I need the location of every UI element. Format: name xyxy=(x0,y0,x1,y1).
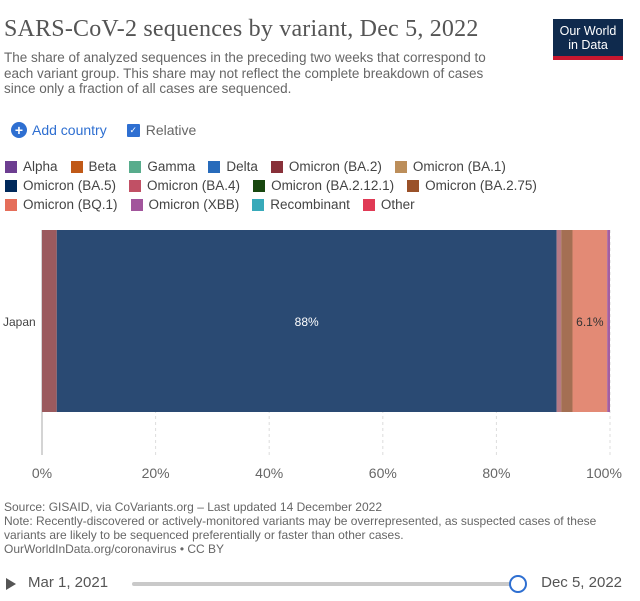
x-tick-label: 20% xyxy=(142,465,170,481)
legend-item[interactable]: Other xyxy=(362,195,415,214)
x-tick-label: 0% xyxy=(32,465,52,481)
relative-label: Relative xyxy=(145,122,197,138)
legend-swatch xyxy=(407,179,420,192)
bar-segment xyxy=(42,230,57,412)
add-country-button[interactable]: + Add country xyxy=(11,122,107,138)
legend-item[interactable]: Omicron (BA.5) xyxy=(5,176,116,195)
x-tick-label: 40% xyxy=(255,465,283,481)
logo-line-1: Our World xyxy=(559,24,617,38)
legend-label: Recombinant xyxy=(270,197,350,212)
legend-item[interactable]: Omicron (BA.4) xyxy=(129,176,240,195)
note-text: Note: Recently-discovered or actively-mo… xyxy=(4,514,597,542)
bar-segment xyxy=(572,230,608,412)
timeline-start-date: Mar 1, 2021 xyxy=(28,574,109,591)
legend-label: Omicron (BA.4) xyxy=(147,178,241,193)
legend-label: Omicron (BA.2.12.1) xyxy=(271,178,395,193)
bar-segment xyxy=(556,230,562,412)
legend-swatch xyxy=(129,160,142,173)
timeline-handle[interactable] xyxy=(509,575,527,593)
legend-item[interactable]: Recombinant xyxy=(252,195,350,214)
legend-swatch xyxy=(208,160,221,173)
legend-label: Alpha xyxy=(23,159,58,174)
chart-subtitle: The share of analyzed sequences in the p… xyxy=(4,50,486,96)
relative-toggle[interactable]: ✓ Relative xyxy=(126,122,197,138)
legend-item[interactable]: Beta xyxy=(70,157,117,176)
legend-swatch xyxy=(5,179,17,192)
legend-swatch xyxy=(362,198,375,211)
legend-item[interactable]: Alpha xyxy=(5,157,58,176)
legend-label: Omicron (BA.5) xyxy=(23,178,117,193)
legend-swatch xyxy=(253,179,266,192)
add-country-label: Add country xyxy=(32,122,107,138)
x-tick-label: 60% xyxy=(369,465,397,481)
legend-swatch xyxy=(130,198,143,211)
legend-swatch xyxy=(5,198,17,211)
legend-label: Other xyxy=(380,197,415,212)
legend: Alpha Beta Gamma Delta Omicron (BA.2) Omicron… xyxy=(5,157,630,214)
timeline-end-date: Dec 5, 2022 xyxy=(541,574,622,591)
chart-plot: 0% 20% 40% 60% 80% 100% Japan 88% 6.1% xyxy=(3,230,622,481)
legend-item[interactable]: Omicron (BQ.1) xyxy=(5,195,118,214)
legend-item[interactable]: Omicron (BA.1) xyxy=(394,157,506,176)
legend-label: Omicron (BQ.1) xyxy=(23,197,118,212)
legend-item[interactable]: Omicron (BA.2.12.1) xyxy=(253,176,394,195)
chart-footer: Source: GISAID, via CoVariants.org – Las… xyxy=(4,500,629,556)
legend-item[interactable]: Omicron (XBB) xyxy=(130,195,240,214)
logo-line-2: in Data xyxy=(568,38,608,52)
source-text: Source: GISAID, via CoVariants.org – Las… xyxy=(4,500,382,514)
legend-item[interactable]: Omicron (BA.2.75) xyxy=(407,176,537,195)
timeline: Mar 1, 2021 Dec 5, 2022 xyxy=(4,574,634,594)
chart-controls: + Add country ✓ Relative xyxy=(11,120,196,140)
plus-icon: + xyxy=(11,122,27,138)
legend-swatch xyxy=(70,160,83,173)
legend-label: Omicron (BA.2) xyxy=(288,159,382,174)
chart-title: SARS-CoV-2 sequences by variant, Dec 5, … xyxy=(4,16,479,42)
category-label: Japan xyxy=(3,315,36,329)
relative-checkbox[interactable]: ✓ xyxy=(126,123,140,137)
x-tick-label: 100% xyxy=(586,465,622,481)
legend-swatch xyxy=(394,160,407,173)
legend-swatch xyxy=(252,198,265,211)
bar-segment xyxy=(607,230,610,412)
play-icon[interactable] xyxy=(6,578,16,590)
legend-item[interactable]: Omicron (BA.2) xyxy=(270,157,382,176)
legend-label: Omicron (BA.1) xyxy=(412,159,506,174)
legend-swatch xyxy=(129,179,142,192)
legend-label: Omicron (XBB) xyxy=(148,197,240,212)
legend-item[interactable]: Delta xyxy=(208,157,258,176)
legend-label: Delta xyxy=(226,159,258,174)
data-label: 88% xyxy=(295,315,319,329)
legend-item[interactable]: Gamma xyxy=(129,157,195,176)
bar-segment xyxy=(561,230,573,412)
legend-label: Omicron (BA.2.75) xyxy=(425,178,537,193)
legend-label: Beta xyxy=(88,159,117,174)
legend-swatch xyxy=(5,160,17,173)
data-label: 6.1% xyxy=(576,315,604,329)
x-tick-label: 80% xyxy=(482,465,510,481)
legend-swatch xyxy=(270,160,283,173)
timeline-track[interactable] xyxy=(132,582,522,586)
owid-logo[interactable]: Our World in Data xyxy=(553,19,623,60)
bar-segment xyxy=(56,230,557,412)
legend-label: Gamma xyxy=(147,159,196,174)
license-link[interactable]: OurWorldInData.org/coronavirus • CC BY xyxy=(4,542,225,556)
